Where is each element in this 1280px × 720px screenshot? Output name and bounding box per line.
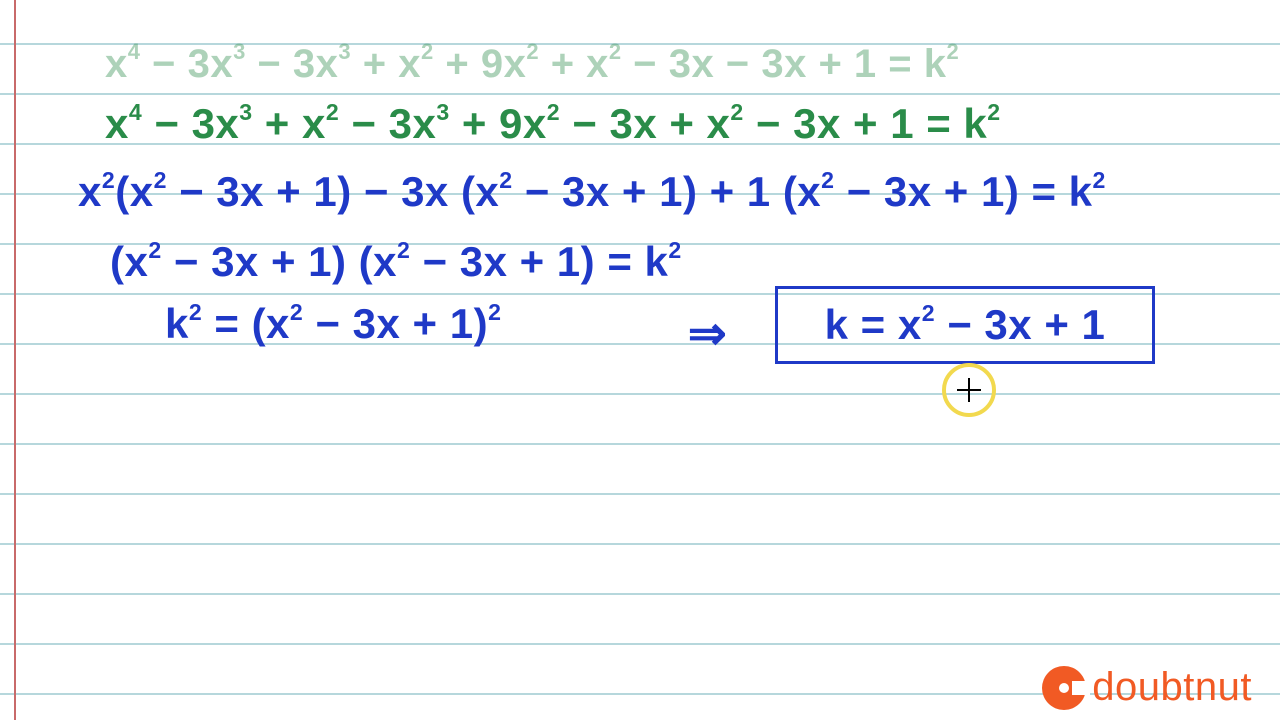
final-answer-text: k = x2 − 3x + 1	[825, 301, 1106, 349]
math-line-3: x2(x2 − 3x + 1) − 3x (x2 − 3x + 1) + 1 (…	[78, 168, 1106, 216]
brand-logo-text: doubtnut	[1092, 665, 1252, 710]
math-line-6: ⇒	[688, 306, 727, 360]
brand-logo: doubtnut	[1042, 665, 1252, 710]
math-line-2: x4 − 3x3 + x2 − 3x3 + 9x2 − 3x + x2 − 3x…	[105, 100, 1001, 148]
math-line-5: k2 = (x2 − 3x + 1)2	[165, 300, 501, 348]
brand-logo-icon	[1042, 666, 1086, 710]
notebook-page: x4 − 3x3 − 3x3 + x2 + 9x2 + x2 − 3x − 3x…	[0, 0, 1280, 720]
final-answer-box: k = x2 − 3x + 1	[775, 286, 1155, 364]
math-line-4: (x2 − 3x + 1) (x2 − 3x + 1) = k2	[110, 238, 682, 286]
pointer-highlight-icon	[942, 363, 996, 417]
handwriting-content: x4 − 3x3 − 3x3 + x2 + 9x2 + x2 − 3x − 3x…	[0, 0, 1280, 720]
math-line-1: x4 − 3x3 − 3x3 + x2 + 9x2 + x2 − 3x − 3x…	[105, 42, 959, 87]
